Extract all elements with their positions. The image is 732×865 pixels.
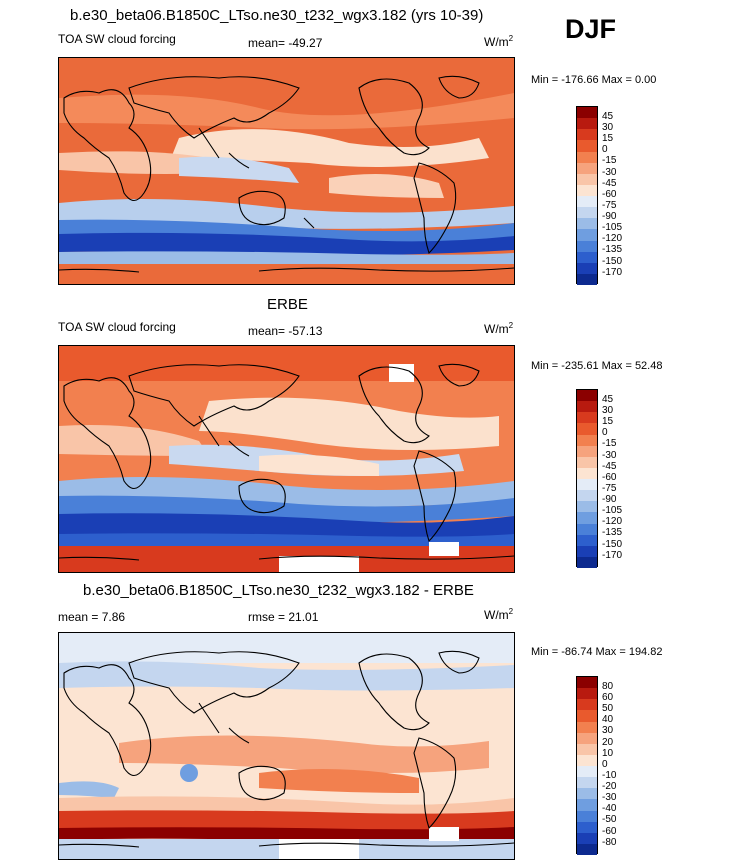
panel2-mean-label: mean= -57.13 <box>248 324 323 338</box>
panel1-colorbar-swatches <box>576 106 598 285</box>
panel2-cbar-label: 45 <box>602 394 614 405</box>
panel1-units: W/m2 <box>484 34 514 49</box>
panel1-cbar-label: 30 <box>602 122 614 133</box>
panel3-cbar-label: -20 <box>602 781 617 792</box>
panel3-cbar-label: 30 <box>602 725 614 736</box>
panel1-cbar-label: -150 <box>602 256 623 267</box>
panel3-cbar-label: 10 <box>602 748 614 759</box>
panel1-cbar-label: -105 <box>602 222 623 233</box>
panel2-cbar-label: -75 <box>602 483 617 494</box>
panel3-cbar-label: 80 <box>602 681 614 692</box>
panel1-cbar-label: -15 <box>602 155 617 166</box>
panel3-cbar-label: -40 <box>602 803 617 814</box>
panel2-cbar-label: -120 <box>602 516 623 527</box>
panel1-field-label: TOA SW cloud forcing <box>58 32 176 46</box>
panel1-cbar-label: -60 <box>602 189 617 200</box>
panel2-cbar-label: -90 <box>602 494 617 505</box>
panel1-cbar-label: -135 <box>602 244 623 255</box>
panel2-map <box>58 345 515 573</box>
panel2-minmax: Min = -235.61 Max = 52.48 <box>531 360 663 372</box>
panel3-cbar-label: 20 <box>602 737 614 748</box>
panel2-cbar-label: -170 <box>602 550 623 561</box>
panel3-title: b.e30_beta06.B1850C_LTso.ne30_t232_wgx3.… <box>83 582 474 599</box>
panel3-cbar-label: -50 <box>602 814 617 825</box>
panel3-colorbar-swatches <box>576 676 598 855</box>
panel1-cbar-label: 15 <box>602 133 614 144</box>
panel2-map-svg <box>59 346 514 572</box>
panel1-cbar-label: -170 <box>602 267 623 278</box>
panel2-cbar-label: -30 <box>602 450 617 461</box>
panel1-map-svg <box>59 58 514 284</box>
panel1-cbar-label: 45 <box>602 111 614 122</box>
panel2-cbar-label: 0 <box>602 427 608 438</box>
panel2-cbar-label: 30 <box>602 405 614 416</box>
season-label: DJF <box>565 14 617 44</box>
panel2-cbar-label: -60 <box>602 472 617 483</box>
panel3-map <box>58 632 515 860</box>
panel2-field-label: TOA SW cloud forcing <box>58 320 176 334</box>
panel1-minmax: Min = -176.66 Max = 0.00 <box>531 74 657 86</box>
panel2-title: ERBE <box>267 296 308 313</box>
panel2-cbar-label: -135 <box>602 527 623 538</box>
panel3-units: W/m2 <box>484 607 514 622</box>
panel3-rmse-label: rmse = 21.01 <box>248 610 319 624</box>
panel3-cbar-label: -60 <box>602 826 617 837</box>
panel2-cbar-label: -105 <box>602 505 623 516</box>
panel1-title: b.e30_beta06.B1850C_LTso.ne30_t232_wgx3.… <box>70 7 484 24</box>
panel1-cbar-label: -30 <box>602 167 617 178</box>
panel2-colorbar-swatches <box>576 389 598 568</box>
panel3-cbar-label: 50 <box>602 703 614 714</box>
panel1-cbar-label: -90 <box>602 211 617 222</box>
panel3-cbar-label: -30 <box>602 792 617 803</box>
panel1-map <box>58 57 515 285</box>
panel3-cbar-label: 60 <box>602 692 614 703</box>
panel1-mean-label: mean= -49.27 <box>248 36 323 50</box>
panel3-minmax: Min = -86.74 Max = 194.82 <box>531 646 663 658</box>
panel3-cbar-label: -80 <box>602 837 617 848</box>
panel3-map-svg <box>59 633 514 859</box>
panel3-cbar-label: 0 <box>602 759 608 770</box>
panel2-cbar-label: -150 <box>602 539 623 550</box>
panel1-cbar-label: -45 <box>602 178 617 189</box>
panel3-cbar-label: 40 <box>602 714 614 725</box>
panel1-cbar-label: -75 <box>602 200 617 211</box>
panel2-units: W/m2 <box>484 321 514 336</box>
panel3-cbar-label: -10 <box>602 770 617 781</box>
panel3-mean-label: mean = 7.86 <box>58 610 126 624</box>
panel2-cbar-label: -45 <box>602 461 617 472</box>
panel1-cbar-label: -120 <box>602 233 623 244</box>
panel1-cbar-label: 0 <box>602 144 608 155</box>
panel2-cbar-label: 15 <box>602 416 614 427</box>
panel2-cbar-label: -15 <box>602 438 617 449</box>
